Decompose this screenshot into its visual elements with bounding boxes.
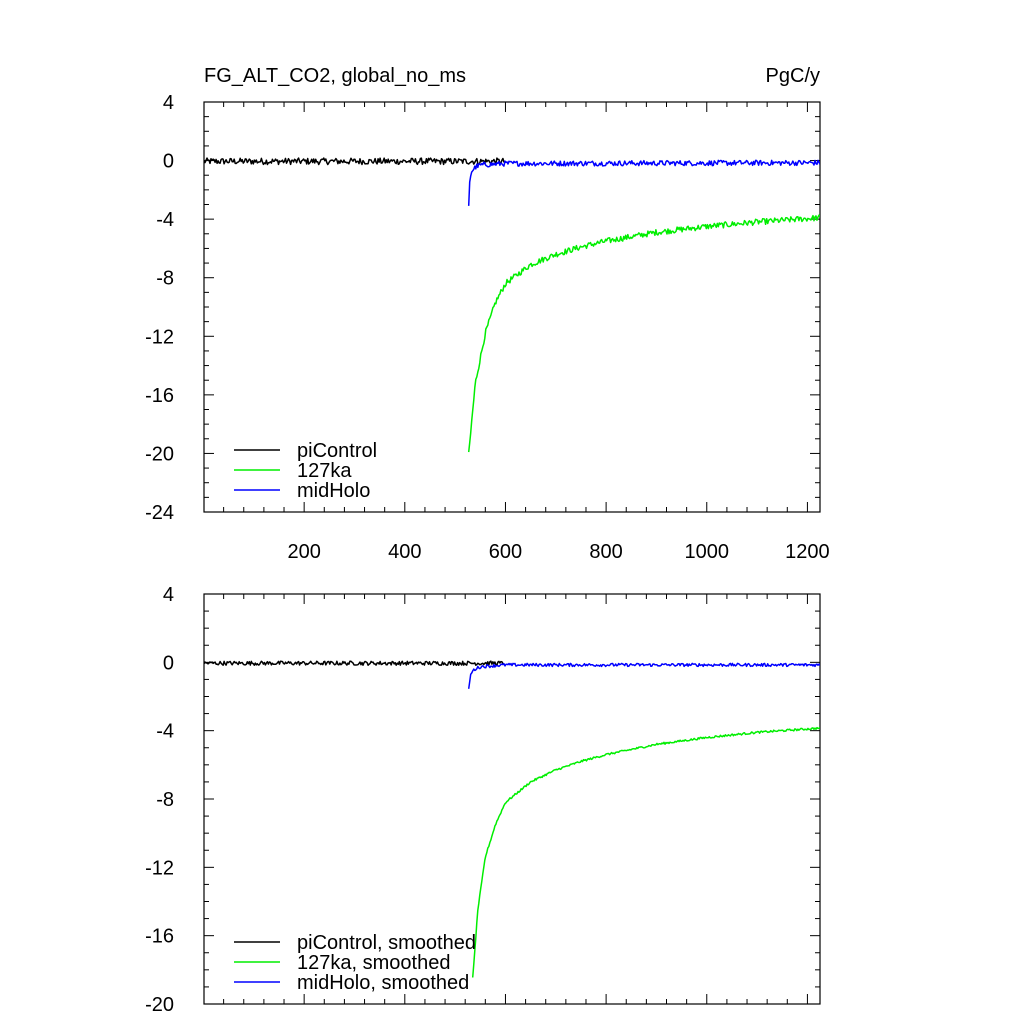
y-tick-label: -8 <box>156 789 174 811</box>
series-line-midholo-smoothed <box>467 662 820 689</box>
y-tick-label: 4 <box>163 584 174 606</box>
legend-label: piControl, smoothed <box>297 932 476 954</box>
y-tick-label: -20 <box>145 994 174 1016</box>
legend-label: midHolo <box>297 480 370 502</box>
x-tick-label: 400 <box>388 541 421 563</box>
legend-label: midHolo, smoothed <box>297 972 469 994</box>
legend-label: piControl <box>297 440 377 462</box>
y-tick-label: -4 <box>156 721 174 743</box>
series-line-127ka-smoothed <box>471 726 820 978</box>
y-tick-label: -20 <box>145 443 174 465</box>
legend-label: 127ka, smoothed <box>297 952 450 974</box>
y-tick-label: -24 <box>145 502 174 524</box>
y-tick-label: 4 <box>163 92 174 114</box>
x-tick-label: 1200 <box>785 541 830 563</box>
series-line-picontrol-smoothed <box>204 660 506 666</box>
series-line-picontrol <box>204 157 506 166</box>
series-line-midholo <box>467 159 820 206</box>
chart-panel-bottom: 4 0 -4 -8 -12 -16 -20 piControl, smoothed127ka,… <box>145 584 821 1016</box>
y-tick-label: -16 <box>145 926 174 948</box>
x-tick-label: 600 <box>489 541 522 563</box>
y-tick-label: -4 <box>156 209 174 231</box>
chart-units-label: PgC/y <box>766 65 820 87</box>
y-tick-label: -16 <box>145 385 174 407</box>
y-tick-label: -12 <box>145 326 174 348</box>
y-tick-label: 0 <box>163 652 174 674</box>
chart-panel-top: FG_ALT_CO2, global_no_ms PgC/y 4 0 -4 -8 -12… <box>145 65 830 563</box>
y-tick-label: 0 <box>163 151 174 173</box>
x-tick-label: 1000 <box>685 541 730 563</box>
x-tick-label: 200 <box>287 541 320 563</box>
series-line-127ka <box>467 214 820 453</box>
x-tick-label: 800 <box>589 541 622 563</box>
y-tick-label: -12 <box>145 857 174 879</box>
legend-label: 127ka <box>297 460 352 482</box>
chart-title: FG_ALT_CO2, global_no_ms <box>204 65 466 87</box>
y-tick-label: -8 <box>156 268 174 290</box>
